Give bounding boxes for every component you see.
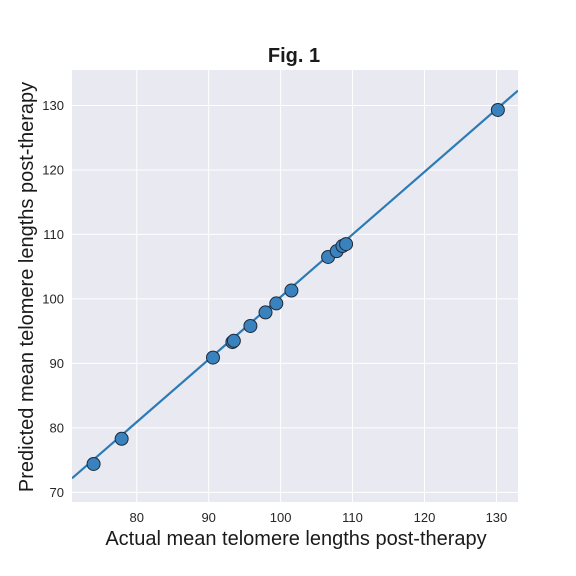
x-tick-label: 100: [270, 510, 292, 525]
data-point: [205, 350, 220, 365]
data-point: [284, 283, 299, 298]
data-point: [114, 431, 129, 446]
data-point: [269, 296, 284, 311]
data-point: [490, 102, 505, 117]
grid: [72, 70, 518, 502]
y-axis-label: Predicted mean telomere lengths post-the…: [16, 82, 38, 492]
data-point: [243, 318, 258, 333]
x-tick-label: 130: [486, 510, 508, 525]
y-tick-label: 90: [50, 356, 64, 371]
x-tick-label: 120: [414, 510, 436, 525]
data-point: [258, 305, 273, 320]
x-tick-label: 110: [342, 510, 363, 525]
data-point: [86, 456, 101, 471]
data-point: [226, 333, 241, 348]
x-ticks: 80 90 100 110 120 130: [130, 510, 508, 525]
fit-line: [72, 89, 518, 480]
x-tick-label: 80: [130, 510, 144, 525]
x-tick-label: 90: [201, 510, 215, 525]
y-tick-label: 70: [50, 485, 64, 500]
data-point: [339, 237, 354, 252]
y-ticks: 70 80 90 100 110 120 130: [42, 98, 64, 500]
chart-title: Fig. 1: [268, 45, 320, 67]
y-tick-label: 80: [50, 420, 64, 435]
y-tick-label: 120: [42, 162, 64, 177]
y-tick-label: 100: [42, 291, 64, 306]
y-tick-label: 110: [43, 227, 64, 242]
y-tick-label: 130: [42, 98, 64, 113]
data-points: [86, 102, 505, 471]
x-axis-label: Actual mean telomere lengths post-therap…: [105, 528, 486, 550]
